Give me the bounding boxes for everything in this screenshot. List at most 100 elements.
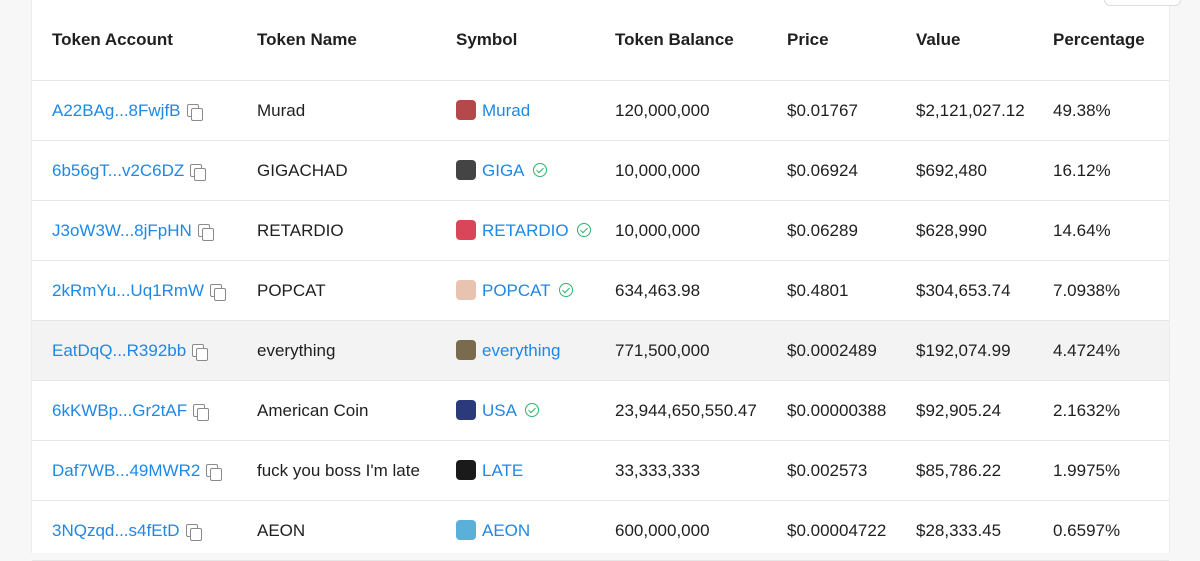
- token-symbol-link[interactable]: AEON: [482, 521, 531, 540]
- token-name: Murad: [237, 80, 436, 141]
- copy-icon[interactable]: [192, 343, 209, 361]
- token-symbol-link[interactable]: everything: [482, 341, 561, 360]
- copy-icon[interactable]: [186, 103, 203, 121]
- token-balance: 10,000,000: [595, 200, 767, 261]
- verified-check-icon: [558, 283, 573, 297]
- col-token-account[interactable]: Token Account: [32, 0, 237, 81]
- token-percentage: 2.1632%: [1033, 380, 1169, 441]
- copy-icon[interactable]: [193, 403, 210, 421]
- token-value: $628,990: [896, 200, 1033, 261]
- token-price: $0.06289: [767, 200, 896, 261]
- col-token-name[interactable]: Token Name: [237, 0, 436, 81]
- token-logo-icon: [456, 280, 476, 300]
- token-account-link[interactable]: 2kRmYu...Uq1RmW: [52, 280, 205, 300]
- verified-check-icon: [576, 223, 591, 237]
- token-balance: 23,944,650,550.47: [595, 380, 767, 441]
- token-balance: 600,000,000: [595, 500, 767, 561]
- token-symbol-link[interactable]: LATE: [482, 461, 524, 480]
- copy-icon[interactable]: [185, 523, 202, 541]
- token-symbol-link[interactable]: GIGA: [482, 161, 525, 180]
- verified-check-icon: [532, 163, 547, 177]
- symbol-cell: GIGA: [436, 140, 595, 201]
- token-name: fuck you boss I'm late: [237, 440, 436, 501]
- token-account-cell: 2kRmYu...Uq1RmW: [32, 260, 237, 321]
- token-price: $0.4801: [767, 260, 896, 321]
- symbol-cell: POPCAT: [436, 260, 595, 321]
- token-percentage: 14.64%: [1033, 200, 1169, 261]
- token-logo-icon: [456, 460, 476, 480]
- token-price: $0.0002489: [767, 320, 896, 381]
- token-name: POPCAT: [237, 260, 436, 321]
- token-logo-icon: [456, 400, 476, 420]
- token-logo-icon: [456, 100, 476, 120]
- copy-icon[interactable]: [197, 223, 214, 241]
- token-symbol-link[interactable]: RETARDIO: [482, 221, 569, 240]
- token-percentage: 0.6597%: [1033, 500, 1169, 561]
- table-row: 6b56gT...v2C6DZ GIGACHAD GIGA 10,000,000 $0.…: [32, 140, 1169, 201]
- symbol-cell: AEON: [436, 500, 595, 561]
- token-account-link[interactable]: EatDqQ...R392bb: [52, 340, 187, 360]
- token-price: $0.00004722: [767, 500, 896, 561]
- token-symbol-link[interactable]: POPCAT: [482, 281, 551, 300]
- table-row: J3oW3W...8jFpHN RETARDIO RETARDIO 10,000,00…: [32, 200, 1169, 261]
- col-percentage[interactable]: Percentage: [1033, 0, 1169, 81]
- symbol-cell: USA: [436, 380, 595, 441]
- token-symbol-link[interactable]: Murad: [482, 101, 531, 120]
- token-price: $0.00000388: [767, 380, 896, 441]
- token-account-link[interactable]: 6kKWBp...Gr2tAF: [52, 400, 188, 420]
- token-account-cell: 6kKWBp...Gr2tAF: [32, 380, 237, 441]
- token-value: $2,121,027.12: [896, 80, 1033, 141]
- token-value: $192,074.99: [896, 320, 1033, 381]
- token-percentage: 1.9975%: [1033, 440, 1169, 501]
- token-symbol-link[interactable]: USA: [482, 401, 517, 420]
- token-balance: 33,333,333: [595, 440, 767, 501]
- col-token-balance[interactable]: Token Balance: [595, 0, 767, 81]
- token-price: $0.002573: [767, 440, 896, 501]
- token-balance: 771,500,000: [595, 320, 767, 381]
- token-percentage: 7.0938%: [1033, 260, 1169, 321]
- token-value: $85,786.22: [896, 440, 1033, 501]
- token-account-link[interactable]: 3NQzqd...s4fEtD: [52, 520, 180, 540]
- token-account-cell: 3NQzqd...s4fEtD: [32, 500, 237, 561]
- col-value[interactable]: Value: [896, 0, 1033, 81]
- table-row: A22BAg...8FwjfB Murad Murad 120,000,000 $0.0…: [32, 80, 1169, 141]
- table-row: 2kRmYu...Uq1RmW POPCAT POPCAT 634,463.98 $0.…: [32, 260, 1169, 321]
- top-right-button[interactable]: [1104, 0, 1181, 6]
- token-account-cell: 6b56gT...v2C6DZ: [32, 140, 237, 201]
- token-account-cell: A22BAg...8FwjfB: [32, 80, 237, 141]
- table-row: Daf7WB...49MWR2 fuck you boss I'm late LAT…: [32, 440, 1169, 501]
- token-value: $692,480: [896, 140, 1033, 201]
- token-account-link[interactable]: Daf7WB...49MWR2: [52, 460, 201, 480]
- token-price: $0.01767: [767, 80, 896, 141]
- token-name: RETARDIO: [237, 200, 436, 261]
- token-logo-icon: [456, 340, 476, 360]
- col-symbol[interactable]: Symbol: [436, 0, 595, 81]
- token-account-cell: Daf7WB...49MWR2: [32, 440, 237, 501]
- col-price[interactable]: Price: [767, 0, 896, 81]
- token-account-link[interactable]: J3oW3W...8jFpHN: [52, 220, 192, 240]
- symbol-cell: Murad: [436, 80, 595, 141]
- token-name: everything: [237, 320, 436, 381]
- token-percentage: 49.38%: [1033, 80, 1169, 141]
- token-value: $28,333.45: [896, 500, 1033, 561]
- table-row: EatDqQ...R392bb everything everything 771,5…: [32, 320, 1169, 381]
- symbol-cell: everything: [436, 320, 595, 381]
- copy-icon[interactable]: [190, 163, 207, 181]
- token-balance: 634,463.98: [595, 260, 767, 321]
- token-holdings-card: Token Account Token Name Symbol Token Ba…: [31, 0, 1181, 561]
- token-account-cell: EatDqQ...R392bb: [32, 320, 237, 381]
- token-account-link[interactable]: 6b56gT...v2C6DZ: [52, 160, 185, 180]
- token-percentage: 4.4724%: [1033, 320, 1169, 381]
- token-logo-icon: [456, 220, 476, 240]
- copy-icon[interactable]: [206, 463, 223, 481]
- token-value: $304,653.74: [896, 260, 1033, 321]
- table-row: 6kKWBp...Gr2tAF American Coin USA 23,944,65…: [32, 380, 1169, 441]
- token-price: $0.06924: [767, 140, 896, 201]
- token-account-link[interactable]: A22BAg...8FwjfB: [52, 100, 181, 120]
- table-row: 3NQzqd...s4fEtD AEON AEON 600,000,000 $0.000…: [32, 500, 1169, 561]
- symbol-cell: RETARDIO: [436, 200, 595, 261]
- copy-icon[interactable]: [210, 283, 227, 301]
- token-account-cell: J3oW3W...8jFpHN: [32, 200, 237, 261]
- symbol-cell: LATE: [436, 440, 595, 501]
- token-percentage: 16.12%: [1033, 140, 1169, 201]
